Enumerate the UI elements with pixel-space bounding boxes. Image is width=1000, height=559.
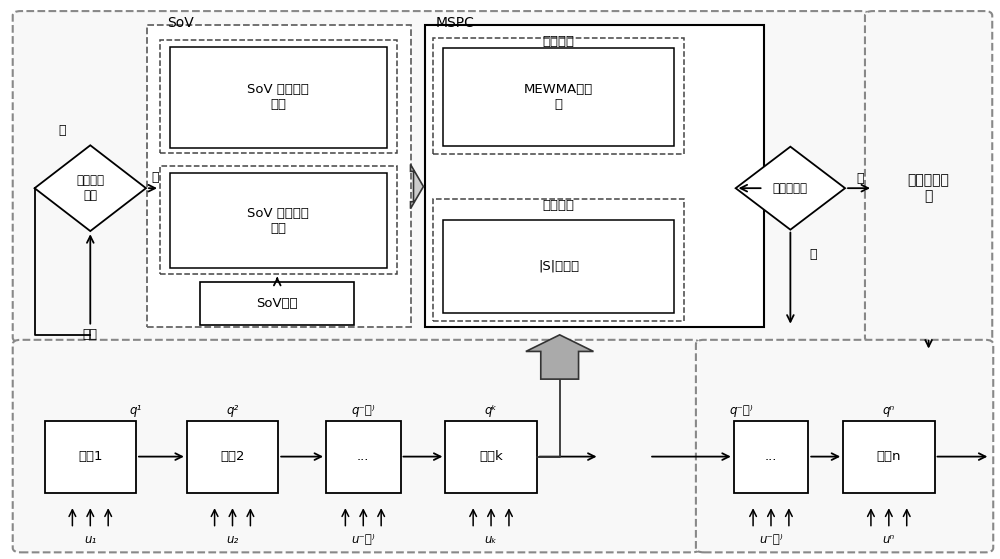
Text: 输入: 输入 xyxy=(83,328,98,342)
Text: 方差扩大: 方差扩大 xyxy=(543,200,575,212)
Text: 工割2: 工割2 xyxy=(220,450,245,463)
Bar xyxy=(160,166,397,274)
Text: 均值偏移: 均值偏移 xyxy=(543,35,575,48)
FancyBboxPatch shape xyxy=(865,11,992,342)
Text: q⁻⧄⁾: q⁻⧄⁾ xyxy=(351,404,375,417)
Text: SoV 线性估计
模型: SoV 线性估计 模型 xyxy=(247,83,309,111)
Text: u₂: u₂ xyxy=(226,533,239,546)
Text: 否: 否 xyxy=(59,124,66,136)
Text: qᵏ: qᵏ xyxy=(485,404,497,417)
Polygon shape xyxy=(35,145,146,231)
Text: ...: ... xyxy=(765,450,777,463)
Bar xyxy=(443,48,674,145)
FancyBboxPatch shape xyxy=(13,340,700,552)
Text: 工序k: 工序k xyxy=(479,450,503,463)
Bar xyxy=(843,420,935,492)
Bar xyxy=(170,47,387,148)
Text: 否: 否 xyxy=(856,172,864,185)
Bar xyxy=(445,420,537,492)
Text: qⁿ: qⁿ xyxy=(883,404,895,417)
Bar xyxy=(187,420,278,492)
Bar xyxy=(147,25,411,326)
Bar xyxy=(200,282,354,325)
Text: q¹: q¹ xyxy=(130,404,142,417)
FancyArrow shape xyxy=(411,164,423,209)
FancyBboxPatch shape xyxy=(13,11,869,342)
Text: 过程稳定？: 过程稳定？ xyxy=(773,182,808,195)
Text: 是: 是 xyxy=(810,248,817,261)
Text: u⁻⧄⁾: u⁻⧄⁾ xyxy=(351,533,375,546)
Text: 在线工艺调
整: 在线工艺调 整 xyxy=(908,173,950,203)
Polygon shape xyxy=(736,146,845,230)
Text: SoV: SoV xyxy=(167,16,194,30)
Text: q²: q² xyxy=(226,404,239,417)
Text: SoV 状态空间
模型: SoV 状态空间 模型 xyxy=(247,207,309,235)
Text: uⁿ: uⁿ xyxy=(883,533,895,546)
Bar xyxy=(170,173,387,268)
Text: ...: ... xyxy=(357,450,369,463)
Bar xyxy=(734,420,808,492)
Bar xyxy=(433,199,684,321)
Bar xyxy=(433,37,684,154)
Text: 工序n: 工序n xyxy=(877,450,901,463)
Text: u₁: u₁ xyxy=(84,533,96,546)
Text: 是: 是 xyxy=(151,170,159,183)
Text: 有测量结
果？: 有测量结 果？ xyxy=(76,174,104,202)
Text: MSPC: MSPC xyxy=(435,16,474,30)
FancyArrow shape xyxy=(526,335,593,379)
Text: MEWMA控制
图: MEWMA控制 图 xyxy=(524,83,593,111)
Bar xyxy=(425,25,764,326)
Bar xyxy=(326,420,401,492)
Text: |S|控制图: |S|控制图 xyxy=(538,260,579,273)
Bar xyxy=(443,220,674,312)
Text: q⁻⧄⁾: q⁻⧄⁾ xyxy=(729,404,753,417)
Text: 工割1: 工割1 xyxy=(78,450,103,463)
Bar xyxy=(45,420,136,492)
FancyBboxPatch shape xyxy=(696,340,993,552)
Text: uₖ: uₖ xyxy=(485,533,497,546)
Text: u⁻⧄⁾: u⁻⧄⁾ xyxy=(759,533,783,546)
Bar xyxy=(160,40,397,153)
Text: SoV理论: SoV理论 xyxy=(256,297,298,310)
